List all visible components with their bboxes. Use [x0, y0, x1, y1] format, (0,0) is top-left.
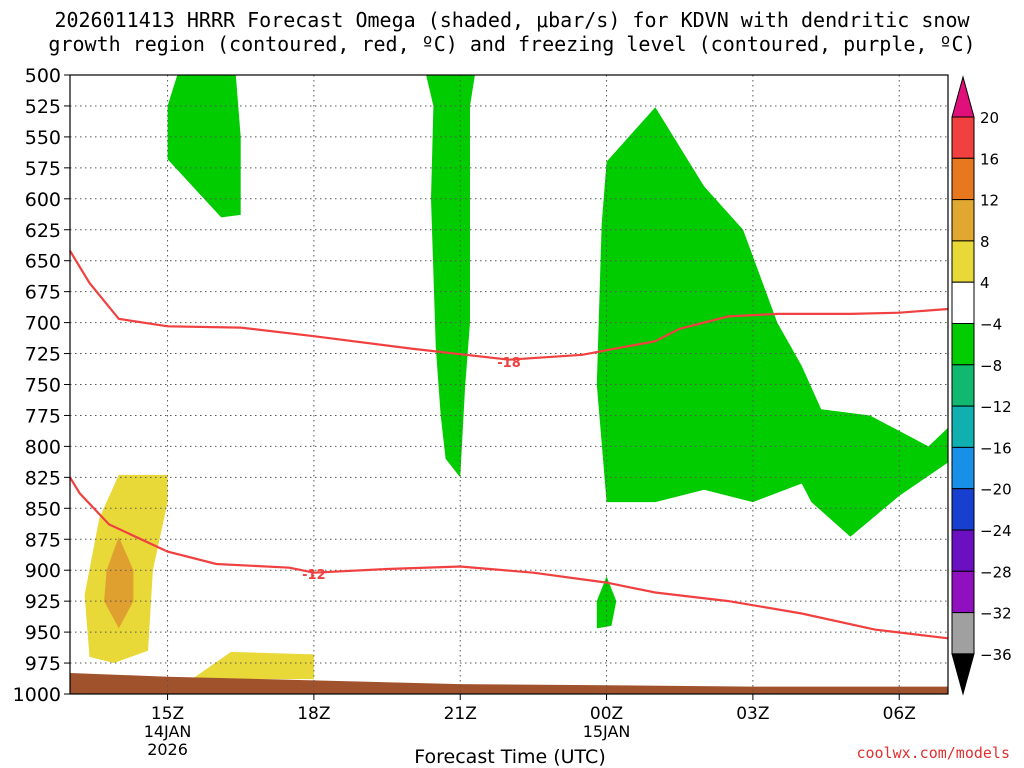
colorbar-label: −12 [980, 398, 1012, 416]
colorbar-segment [951, 612, 975, 655]
colorbar-label: −4 [980, 316, 1002, 334]
y-tick-label: 600 [25, 189, 61, 211]
ground-layer [70, 673, 948, 694]
y-tick-label: 500 [25, 65, 61, 87]
x-tick-date: 14JAN [144, 722, 192, 741]
y-tick-label: 700 [25, 313, 61, 335]
omega-region-5 [104, 536, 134, 629]
x-tick-date: 15JAN [583, 722, 631, 741]
colorbar-segment [951, 364, 975, 407]
colorbar-label: −8 [980, 357, 1002, 375]
colorbar-segment [951, 529, 975, 572]
x-tick-year: 2026 [147, 740, 188, 759]
x-tick-label: 21Z [444, 704, 477, 724]
colorbar-label: −32 [980, 605, 1012, 623]
omega-shading [84, 75, 948, 680]
colorbar: 20 16 12 8 4 −4 −8 −12 −16 −20 −24 −28 −32 −36 [951, 75, 1012, 696]
y-axis: 500 525 550 575 600 625 650 675 700 725 750 775 800 8… [13, 65, 70, 706]
colorbar-segment [951, 323, 975, 366]
x-tick-label: 00Z [590, 704, 623, 724]
x-tick-label: 03Z [736, 704, 769, 724]
omega-region-2 [596, 107, 948, 537]
colorbar-top-arrow [951, 75, 975, 118]
colorbar-label: 16 [980, 150, 999, 168]
colorbar-label: 12 [980, 192, 999, 210]
y-tick-label: 550 [25, 127, 61, 149]
colorbar-segment [951, 446, 975, 490]
x-axis-title: Forecast Time (UTC) [414, 746, 606, 768]
contour-line-1 [69, 476, 949, 640]
colorbar-label: −24 [980, 522, 1012, 540]
omega-region-6 [191, 651, 314, 680]
colorbar-segment [951, 488, 975, 531]
y-tick-label: 975 [25, 653, 61, 675]
chart-title-line2: growth region (contoured, red, ºC) and f… [48, 32, 976, 56]
y-tick-label: 675 [25, 282, 61, 304]
contour-label-1: -12 [302, 568, 326, 583]
omega-region-1 [426, 75, 475, 478]
contour-label-0: -18 [497, 356, 521, 371]
ground-fill [70, 673, 948, 694]
colorbar-label: 8 [980, 233, 990, 251]
colorbar-bottom-arrow [951, 653, 975, 696]
colorbar-segment [951, 281, 975, 325]
contour-line-0 [69, 250, 949, 361]
colorbar-segment [951, 199, 975, 242]
y-tick-label: 900 [25, 560, 61, 582]
colorbar-segment [951, 240, 975, 283]
colorbar-label: −36 [980, 646, 1012, 664]
y-tick-label: 575 [25, 158, 61, 180]
credit-link[interactable]: coolwx.com/models [856, 744, 1010, 762]
colorbar-segment [951, 570, 975, 614]
temperature-contours: -18 -12 [69, 250, 949, 640]
x-tick-label: 15Z [151, 704, 184, 724]
y-tick-label: 1000 [13, 684, 61, 706]
x-tick-label: 18Z [297, 704, 330, 724]
y-tick-label: 850 [25, 498, 61, 520]
colorbar-segment [951, 157, 975, 201]
omega-region-3 [596, 576, 617, 629]
colorbar-label: −20 [980, 481, 1012, 499]
y-tick-label: 650 [25, 251, 61, 273]
y-tick-label: 800 [25, 436, 61, 458]
omega-region-0 [167, 75, 241, 218]
y-tick-label: 725 [25, 344, 61, 366]
y-tick-label: 925 [25, 591, 61, 613]
y-tick-label: 525 [25, 96, 61, 118]
y-tick-label: 625 [25, 220, 61, 242]
y-tick-label: 825 [25, 467, 61, 489]
y-tick-label: 950 [25, 622, 61, 644]
y-tick-label: 775 [25, 405, 61, 427]
colorbar-label: 20 [980, 109, 999, 127]
colorbar-segment [951, 405, 975, 448]
colorbar-label: 4 [980, 274, 990, 292]
y-tick-label: 750 [25, 375, 61, 397]
x-tick-label: 06Z [883, 704, 916, 724]
y-tick-label: 875 [25, 529, 61, 551]
grid-lines [70, 75, 948, 694]
colorbar-segment [951, 116, 975, 159]
colorbar-label: −28 [980, 563, 1012, 581]
colorbar-label: −16 [980, 439, 1012, 457]
chart-title-line1: 2026011413 HRRR Forecast Omega (shaded, … [54, 8, 970, 32]
